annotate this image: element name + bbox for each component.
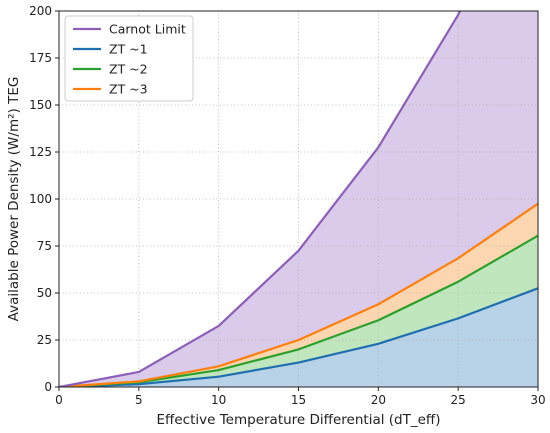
legend-box	[64, 15, 194, 102]
x-tick-label: 15	[291, 393, 306, 407]
y-tick-label: 175	[29, 51, 52, 65]
y-tick-label: 50	[37, 286, 52, 300]
legend-label-carnot-limit: Carnot Limit	[109, 22, 186, 37]
legend-label-zt-3: ZT ~3	[109, 82, 148, 97]
x-tick-label: 20	[371, 393, 386, 407]
series-line-carnot-limit	[59, 11, 462, 387]
legend: Carnot Limit ZT ~1 ZT ~2 ZT ~3	[64, 15, 194, 102]
x-tick-label: 5	[135, 393, 143, 407]
y-tick-label: 200	[29, 4, 52, 18]
area-zt-2	[59, 235, 538, 387]
y-tick-label: 0	[44, 380, 52, 394]
x-tick-label: 10	[211, 393, 226, 407]
y-tick-label: 150	[29, 98, 52, 112]
series-line-zt-1	[59, 287, 538, 387]
legend-label-zt-2: ZT ~2	[109, 62, 148, 77]
x-tick-label: 0	[55, 393, 63, 407]
legend-label-zt-1: ZT ~1	[109, 42, 148, 57]
y-tick-label: 75	[37, 239, 52, 253]
series-line-zt-3	[59, 202, 538, 387]
x-tick-label: 30	[530, 393, 545, 407]
x-tick-label: 25	[451, 393, 466, 407]
y-tick-label: 125	[29, 145, 52, 159]
area-carnot-limit	[59, 11, 538, 387]
x-axis-title: Effective Temperature Differential (dT_e…	[157, 412, 441, 428]
y-axis-title: Available Power Density (W/m²) TEG	[6, 77, 22, 322]
y-tick-label: 25	[37, 333, 52, 347]
tick-layer: 0 5 10 15 20 25 30 0 25 50 75 100 125 150 175 200	[29, 4, 546, 407]
line-layer	[59, 11, 538, 387]
grid-layer	[59, 11, 538, 387]
y-tick-label: 100	[29, 192, 52, 206]
area-layer	[59, 11, 538, 387]
area-zt-1	[59, 288, 538, 387]
